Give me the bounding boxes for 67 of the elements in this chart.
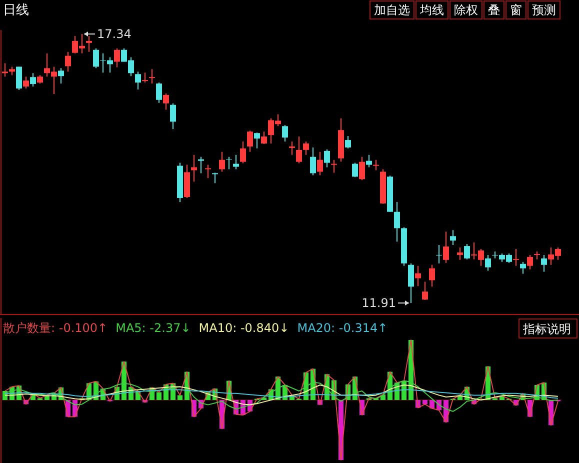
candlestick <box>317 151 323 176</box>
candlestick <box>282 124 288 142</box>
text: MA10: -0.840↓ <box>198 321 290 335</box>
text: 散户数量: -0.100↑ <box>3 321 108 335</box>
candlestick <box>352 162 358 178</box>
candlestick <box>226 156 232 170</box>
candlestick <box>415 265 421 287</box>
candlestick <box>485 254 491 272</box>
text: 叠 <box>488 3 500 17</box>
candlestick <box>303 141 309 156</box>
candlestick <box>240 141 246 164</box>
candlestick <box>149 68 155 84</box>
candlestick <box>86 35 92 52</box>
text: 预测 <box>532 3 556 17</box>
candlestick <box>345 136 351 149</box>
candlestick <box>2 62 8 78</box>
candlestick <box>114 48 120 68</box>
annotation: 11.91 <box>362 296 396 310</box>
candlestick <box>324 148 330 168</box>
candlestick <box>422 281 428 301</box>
candlestick <box>23 76 29 89</box>
candlestick <box>436 244 442 264</box>
candlestick <box>520 261 526 274</box>
text: 加自选 <box>374 3 410 17</box>
bar <box>422 400 428 404</box>
text: 除权 <box>454 3 478 17</box>
candlestick <box>233 154 239 170</box>
candlestick <box>359 156 365 181</box>
candlestick <box>65 51 71 72</box>
candlestick <box>450 230 456 246</box>
annotation: 17.34 <box>97 27 132 41</box>
chart-title: 日线 <box>3 3 29 18</box>
candlestick <box>513 248 519 266</box>
candlestick <box>289 141 295 156</box>
candlestick <box>163 92 169 110</box>
text: 窗 <box>510 3 522 17</box>
candlestick <box>366 154 372 168</box>
candlestick <box>296 136 302 164</box>
candlestick <box>170 102 176 130</box>
candlestick <box>247 130 253 152</box>
text: 指标说明 <box>522 322 571 336</box>
text: MA5: -2.37↓ <box>116 321 191 335</box>
candlestick <box>16 66 22 90</box>
candlestick <box>429 264 435 288</box>
candlestick <box>527 254 533 270</box>
bar <box>178 395 182 400</box>
candlestick <box>457 247 463 260</box>
text: MA20: -0.314↑ <box>297 321 388 335</box>
candlestick <box>30 72 36 88</box>
candlestick <box>198 156 204 174</box>
candlestick <box>394 201 400 242</box>
candlestick <box>135 71 141 90</box>
candlestick <box>331 159 337 174</box>
candlestick <box>156 82 162 104</box>
candlestick <box>464 244 470 260</box>
text: 均线 <box>419 3 444 17</box>
candlestick <box>212 172 218 184</box>
candlestick <box>541 254 547 272</box>
candlestick <box>443 231 449 264</box>
candlestick <box>219 151 225 172</box>
candlestick <box>310 146 316 176</box>
candlestick <box>261 131 267 144</box>
bar <box>156 392 162 400</box>
candlestick <box>373 159 379 171</box>
candlestick <box>58 68 64 84</box>
candlestick <box>142 72 148 84</box>
candlestick <box>254 132 260 149</box>
